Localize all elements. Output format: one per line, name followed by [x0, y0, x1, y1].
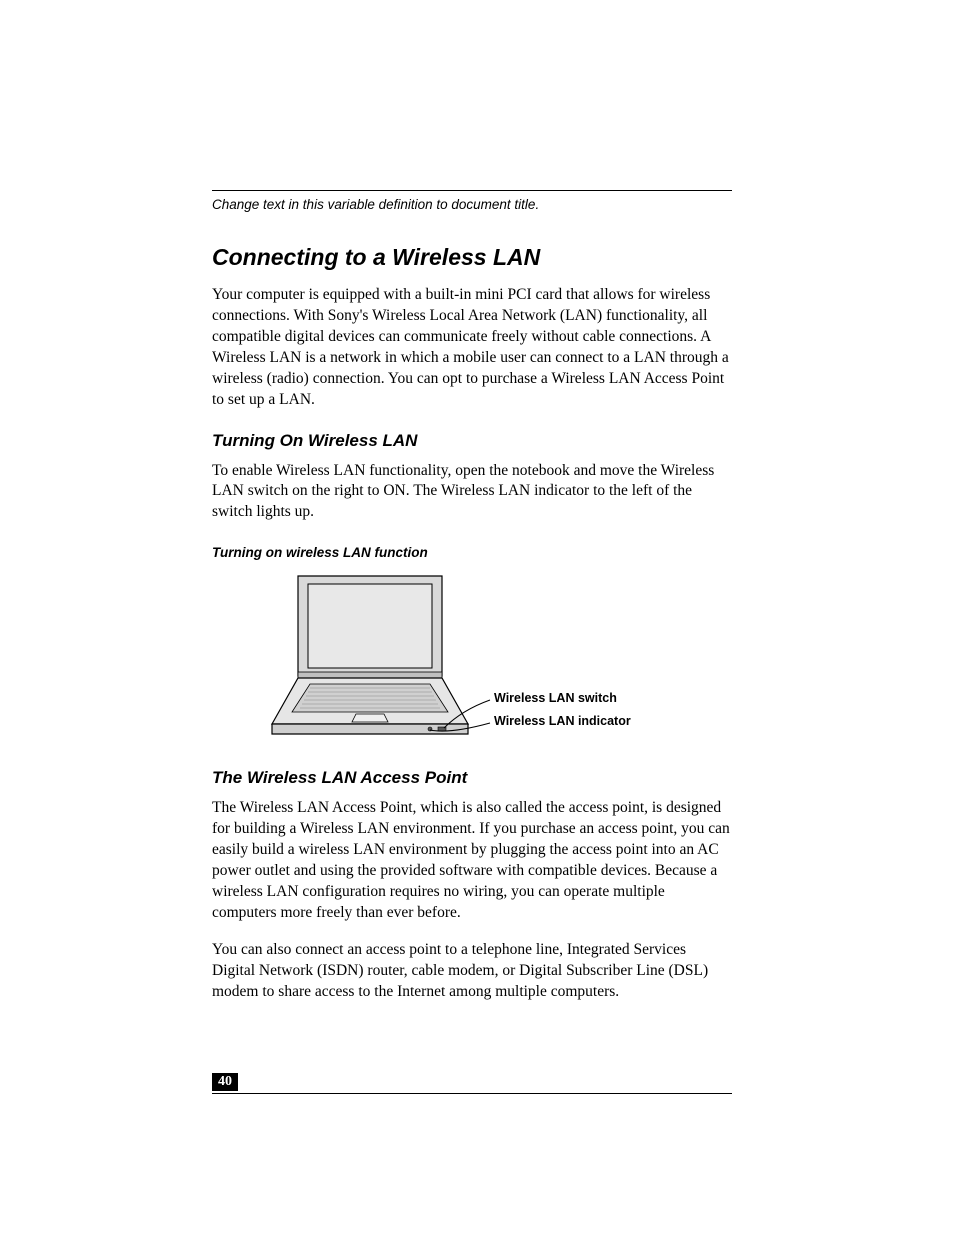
top-rule	[212, 190, 732, 191]
header-variable-text: Change text in this variable definition …	[212, 197, 732, 212]
section2-p2: You can also connect an access point to …	[212, 940, 732, 1003]
section2-heading: The Wireless LAN Access Point	[212, 768, 732, 788]
callout-switch: Wireless LAN switch	[494, 691, 617, 705]
laptop-illustration	[270, 568, 470, 743]
footer: 40	[212, 1072, 732, 1094]
page-title: Connecting to a Wireless LAN	[212, 244, 732, 271]
page-number: 40	[212, 1073, 238, 1091]
section2-p1: The Wireless LAN Access Point, which is …	[212, 798, 732, 924]
document-page: Change text in this variable definition …	[212, 190, 732, 1019]
figure-wrap: Wireless LAN switch Wireless LAN indicat…	[212, 568, 732, 748]
intro-paragraph: Your computer is equipped with a built-i…	[212, 285, 732, 411]
callout-indicator: Wireless LAN indicator	[494, 714, 631, 728]
section1-heading: Turning On Wireless LAN	[212, 431, 732, 451]
bottom-rule	[212, 1093, 732, 1094]
figure-caption: Turning on wireless LAN function	[212, 545, 732, 560]
section1-body: To enable Wireless LAN functionality, op…	[212, 461, 732, 524]
